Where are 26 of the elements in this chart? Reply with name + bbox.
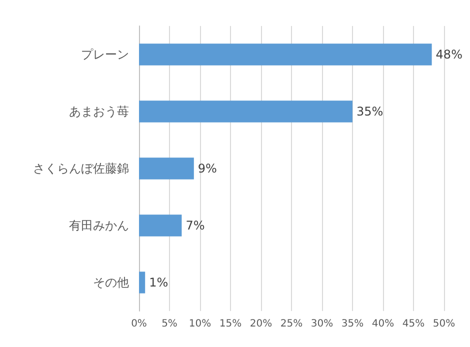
- x-tick-label: 5%: [162, 318, 178, 330]
- y-tick-label: さくらんぼ佐藤錦: [33, 162, 129, 176]
- y-tick-label: あまおう苺: [69, 104, 129, 118]
- x-tick-label: 50%: [432, 318, 456, 330]
- x-tick-label: 30%: [310, 318, 334, 330]
- y-tick-label: その他: [93, 276, 129, 290]
- y-tick-label: 有田みかん: [69, 218, 129, 232]
- bar: [139, 272, 146, 294]
- bar: [139, 100, 352, 122]
- x-tick-label: 20%: [250, 318, 272, 330]
- x-tick-label: 15%: [219, 318, 242, 330]
- bar: [139, 44, 432, 66]
- data-label: 35%: [356, 104, 384, 118]
- data-label: 9%: [198, 162, 217, 176]
- x-tick-label: 40%: [372, 318, 394, 330]
- data-label: 7%: [186, 218, 205, 232]
- data-label: 48%: [436, 48, 462, 62]
- x-tick-label: 25%: [280, 318, 303, 330]
- bar: [139, 158, 194, 180]
- x-tick-label: 0%: [131, 318, 147, 330]
- bar: [139, 214, 182, 236]
- x-tick-label: 35%: [341, 318, 364, 330]
- data-label: 1%: [149, 276, 168, 290]
- x-tick-label: 45%: [402, 318, 425, 330]
- x-tick-label: 10%: [188, 318, 212, 330]
- y-tick-label: プレーン: [81, 48, 129, 62]
